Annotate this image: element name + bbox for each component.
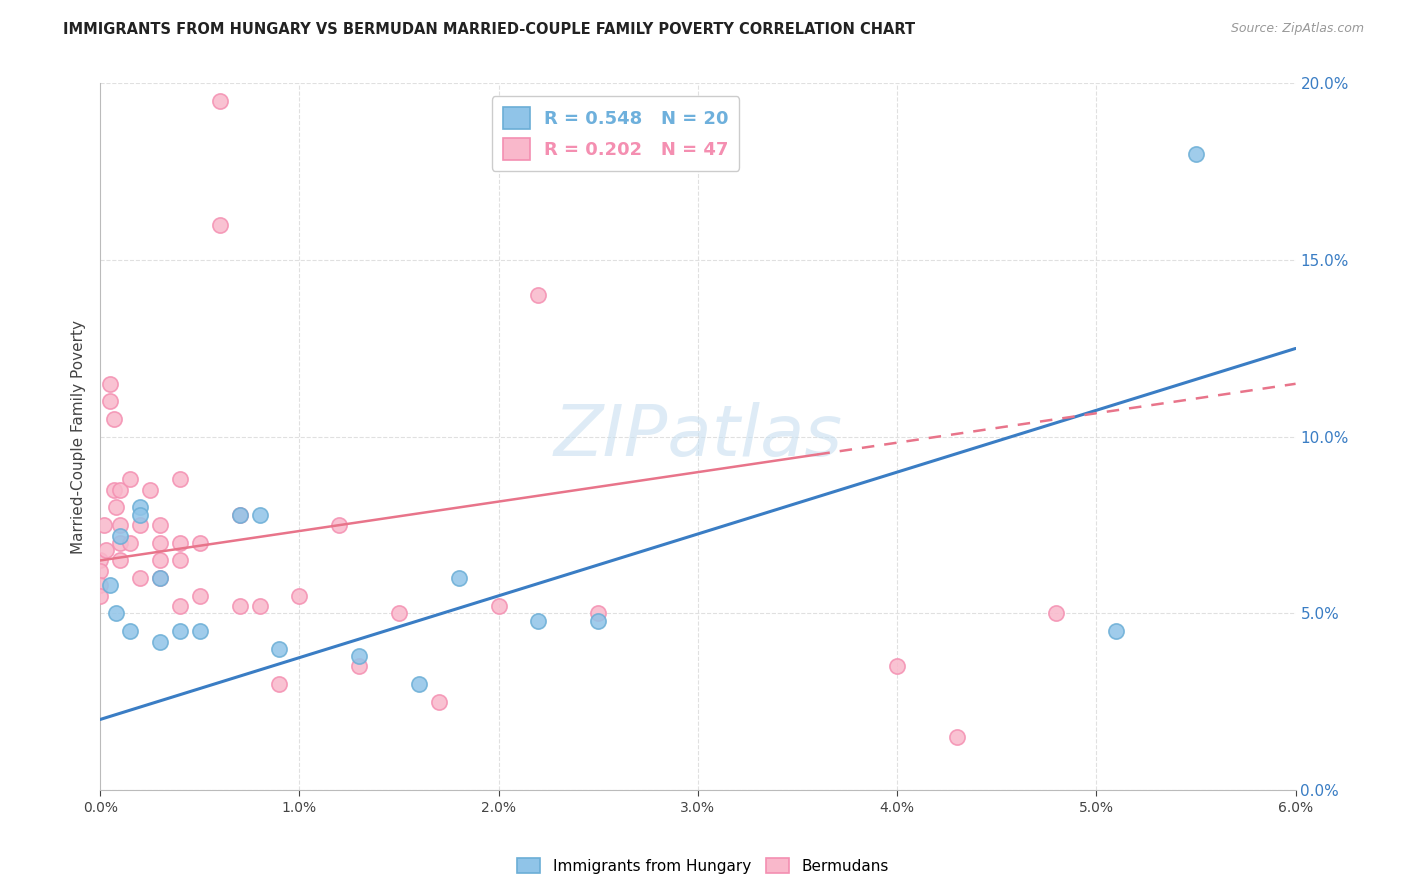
Point [269,677,291,691]
Point [89,564,111,578]
Point [228,599,250,614]
Legend: R = 0.548   N = 20, R = 0.202   N = 47: R = 0.548 N = 20, R = 0.202 N = 47 [492,96,740,170]
Point [228,508,250,522]
Point [108,483,131,497]
Point [108,529,131,543]
Point [98,578,121,592]
Point [93,518,115,533]
Point [188,536,211,550]
Point [586,607,609,621]
Point [269,641,291,656]
Point [89,589,111,603]
Point [288,589,311,603]
Point [946,730,969,744]
Text: ZIPatlas: ZIPatlas [554,402,842,471]
Point [98,376,121,391]
Point [886,659,908,673]
Point [249,599,271,614]
Point [488,599,510,614]
Point [1185,147,1208,161]
Point [328,518,350,533]
Point [1045,607,1067,621]
Point [208,94,231,108]
Point [188,624,211,639]
Point [169,536,191,550]
Point [108,553,131,567]
Point [108,536,131,550]
Point [427,695,450,709]
Point [129,518,152,533]
Point [586,614,609,628]
Point [129,571,152,585]
Point [527,288,550,302]
Point [149,553,172,567]
Point [149,634,172,648]
Point [118,536,141,550]
Point [139,483,162,497]
Point [103,483,125,497]
Point [103,412,125,426]
Point [408,677,430,691]
Point [149,571,172,585]
Text: Source: ZipAtlas.com: Source: ZipAtlas.com [1230,22,1364,36]
Point [169,599,191,614]
Point [89,553,111,567]
Point [118,624,141,639]
Point [169,553,191,567]
Point [89,578,111,592]
Point [94,542,117,557]
Point [347,648,370,663]
Legend: Immigrants from Hungary, Bermudans: Immigrants from Hungary, Bermudans [512,852,894,880]
Point [249,508,271,522]
Point [228,508,250,522]
Point [105,500,128,515]
Point [129,500,152,515]
Point [347,659,370,673]
Point [108,518,131,533]
Point [149,571,172,585]
Point [1105,624,1128,639]
Point [447,571,470,585]
Point [149,536,172,550]
Point [169,624,191,639]
Point [118,472,141,486]
Point [98,394,121,409]
Point [388,607,411,621]
Y-axis label: Married-Couple Family Poverty: Married-Couple Family Poverty [72,320,86,554]
Point [149,518,172,533]
Point [169,472,191,486]
Point [129,508,152,522]
Point [105,607,128,621]
Point [208,218,231,232]
Point [527,614,550,628]
Text: IMMIGRANTS FROM HUNGARY VS BERMUDAN MARRIED-COUPLE FAMILY POVERTY CORRELATION CH: IMMIGRANTS FROM HUNGARY VS BERMUDAN MARR… [63,22,915,37]
Point [188,589,211,603]
